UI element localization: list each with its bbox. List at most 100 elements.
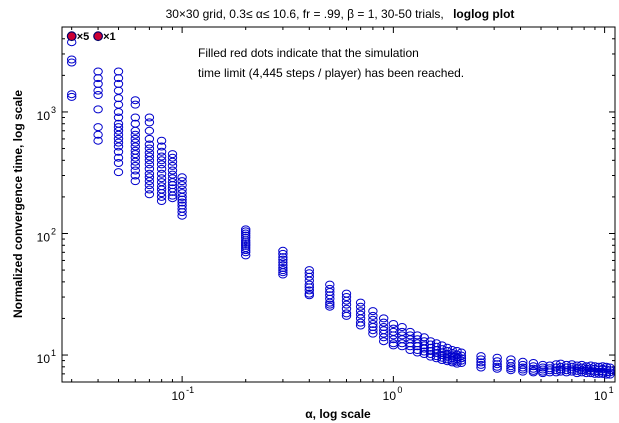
data-point xyxy=(605,366,615,375)
data-point xyxy=(144,190,155,199)
data-point xyxy=(492,362,502,371)
data-point xyxy=(388,320,399,328)
data-point xyxy=(447,346,457,354)
data-point xyxy=(325,280,335,289)
data-point xyxy=(67,92,77,101)
data-point xyxy=(156,160,167,169)
data-point xyxy=(113,67,124,76)
data-point xyxy=(476,360,486,369)
data-point xyxy=(492,357,502,366)
data-point xyxy=(144,164,155,173)
data-point xyxy=(113,113,124,122)
data-point xyxy=(412,346,423,354)
data-point xyxy=(442,343,452,352)
data-point xyxy=(167,166,178,175)
data-point xyxy=(156,189,167,198)
x-tick-label: 10 xyxy=(171,389,185,403)
data-point xyxy=(144,156,155,165)
data-point xyxy=(167,187,178,196)
data-point xyxy=(113,134,124,143)
data-point xyxy=(130,157,141,166)
data-point xyxy=(130,177,141,186)
data-point xyxy=(130,138,141,147)
data-point xyxy=(177,208,187,217)
data-point xyxy=(325,302,335,311)
data-point xyxy=(113,168,124,177)
data-point xyxy=(325,294,335,303)
data-point xyxy=(130,142,141,151)
data-point xyxy=(177,195,187,204)
data-point xyxy=(93,123,103,132)
data-point xyxy=(412,348,423,357)
axis-ticks xyxy=(62,26,615,383)
data-points xyxy=(67,38,615,379)
data-point xyxy=(156,147,167,156)
data-point xyxy=(113,108,124,116)
data-point xyxy=(113,94,124,103)
chart-title-emphasis: loglog plot xyxy=(453,7,514,21)
data-point xyxy=(368,307,378,316)
data-point xyxy=(476,355,486,364)
data-point xyxy=(144,134,155,143)
data-point xyxy=(518,363,528,372)
data-point xyxy=(156,136,167,145)
y-tick-label: 10 xyxy=(37,109,51,123)
data-point xyxy=(156,152,167,161)
data-point xyxy=(456,356,467,365)
data-point xyxy=(167,161,178,170)
data-point xyxy=(572,369,582,378)
data-point xyxy=(368,326,378,335)
data-point xyxy=(156,192,167,201)
data-point xyxy=(545,364,555,373)
data-point xyxy=(113,153,124,162)
plot-frame xyxy=(61,26,616,383)
data-point xyxy=(355,302,366,311)
data-point xyxy=(241,233,251,242)
data-point xyxy=(177,177,187,186)
data-point xyxy=(506,366,516,375)
annotation-line-2: time limit (4,445 steps / player) has be… xyxy=(198,66,464,80)
data-point xyxy=(506,362,516,371)
data-point xyxy=(442,357,452,366)
data-point xyxy=(379,329,389,338)
data-point xyxy=(325,284,335,293)
data-point xyxy=(113,86,124,95)
data-point xyxy=(130,96,141,105)
data-point xyxy=(241,238,251,247)
chart-title: 30×30 grid, 0.3≤ α≤ 10.6, fr = .99, β = … xyxy=(166,7,515,21)
data-point xyxy=(278,270,288,279)
data-point xyxy=(405,331,415,340)
data-point xyxy=(144,160,155,169)
data-point xyxy=(506,364,516,373)
data-point xyxy=(177,192,187,201)
data-point xyxy=(113,142,124,151)
data-point xyxy=(144,144,155,153)
data-point xyxy=(304,291,314,300)
x-tick-exponent: 1 xyxy=(609,385,614,395)
data-point xyxy=(113,147,124,156)
data-point xyxy=(355,298,366,307)
time-limit-markers: ×5 ×1 xyxy=(66,31,116,43)
data-point xyxy=(130,161,141,170)
data-point xyxy=(93,86,103,95)
data-point xyxy=(419,333,429,342)
data-point xyxy=(567,362,577,371)
data-point xyxy=(93,67,103,76)
data-point xyxy=(492,360,502,369)
data-point xyxy=(93,136,103,145)
data-point xyxy=(241,251,251,260)
data-point xyxy=(113,74,124,83)
data-point xyxy=(561,368,572,377)
data-point xyxy=(304,280,314,289)
data-point xyxy=(476,358,486,367)
data-point xyxy=(167,178,178,187)
data-point xyxy=(442,347,452,355)
data-point xyxy=(93,91,103,99)
data-point xyxy=(341,311,352,320)
data-point xyxy=(144,177,155,186)
data-point xyxy=(130,153,141,162)
data-point xyxy=(518,367,528,376)
data-point xyxy=(113,100,124,109)
data-point xyxy=(325,300,335,309)
